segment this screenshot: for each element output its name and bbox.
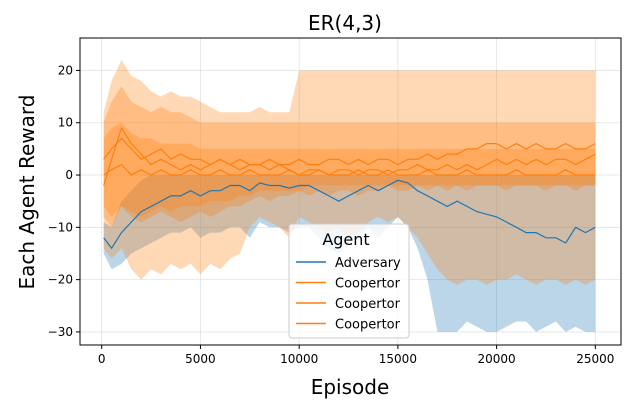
- legend-label: Coopertor: [335, 318, 401, 333]
- y-tick-label: −30: [48, 325, 73, 339]
- legend-entries: Adversary Coopertor Coopertor Coopertor: [296, 256, 401, 333]
- x-tick-label: 15000: [379, 352, 417, 366]
- plot-frame: [79, 37, 622, 346]
- legend-label: Coopertor: [335, 277, 401, 292]
- x-tick-label: 0: [98, 352, 106, 366]
- band-series-2: [103, 86, 596, 228]
- y-tick-label: 20: [58, 63, 73, 77]
- x-tick-label: 10000: [280, 352, 318, 366]
- axis-ticks: 0 5000 10000 15000 20000 25000 −30 −20 −10 0 10 20: [48, 63, 615, 366]
- x-tick-label: 25000: [576, 352, 614, 366]
- legend: Agent Adversary Coopertor Coopertor Coopert…: [288, 223, 410, 339]
- legend-label: Coopertor: [335, 297, 401, 312]
- line-series-2: [103, 137, 596, 166]
- line-series-3: [103, 163, 596, 176]
- y-tick-label: 10: [58, 116, 73, 130]
- legend-box: [288, 223, 410, 339]
- x-axis-label: Episode: [311, 375, 390, 399]
- y-tick-label: −20: [48, 273, 73, 287]
- y-tick-label: 0: [65, 168, 73, 182]
- band-series-0: [103, 175, 596, 332]
- band-series-1: [103, 60, 596, 285]
- chart-title: ER(4,3): [308, 11, 382, 35]
- y-axis-label: Each Agent Reward: [15, 95, 39, 290]
- series-lines: [103, 126, 596, 250]
- line-series-1: [103, 126, 596, 186]
- legend-title: Agent: [322, 230, 369, 249]
- y-tick-label: −10: [48, 220, 73, 234]
- x-tick-label: 5000: [185, 352, 216, 366]
- x-tick-label: 20000: [478, 352, 516, 366]
- line-series-0: [103, 179, 596, 250]
- legend-label: Adversary: [335, 256, 401, 271]
